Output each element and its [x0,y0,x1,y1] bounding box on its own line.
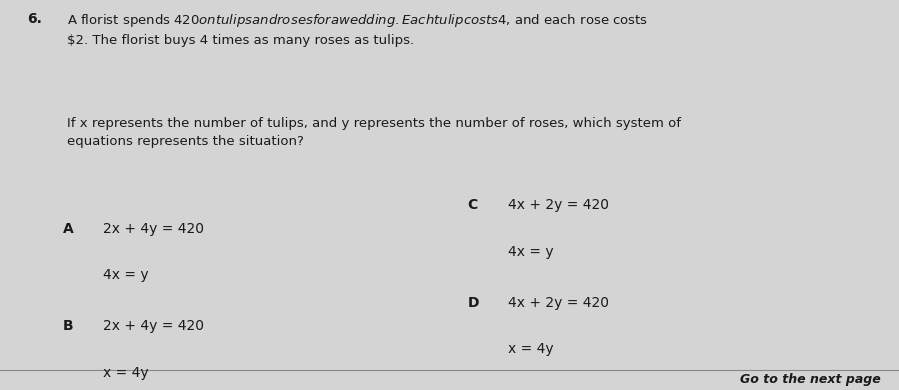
Text: 4x + 2y = 420: 4x + 2y = 420 [508,296,609,310]
Text: D: D [467,296,479,310]
Text: A: A [63,222,74,236]
Text: x = 4y: x = 4y [103,366,149,380]
Text: A florist spends $420 on tulips and roses for a wedding. Each tulip costs $4, an: A florist spends $420 on tulips and rose… [67,12,648,47]
Text: Go to the next page: Go to the next page [740,374,881,386]
Text: 4x + 2y = 420: 4x + 2y = 420 [508,199,609,213]
Text: C: C [467,199,477,213]
Text: 2x + 4y = 420: 2x + 4y = 420 [103,222,204,236]
Text: 6.: 6. [27,12,42,26]
Text: x = 4y: x = 4y [508,342,554,356]
Text: If x represents the number of tulips, and y represents the number of roses, whic: If x represents the number of tulips, an… [67,117,681,148]
Text: 2x + 4y = 420: 2x + 4y = 420 [103,319,204,333]
Text: 4x = y: 4x = y [103,268,149,282]
Text: B: B [63,319,74,333]
Text: 4x = y: 4x = y [508,245,554,259]
